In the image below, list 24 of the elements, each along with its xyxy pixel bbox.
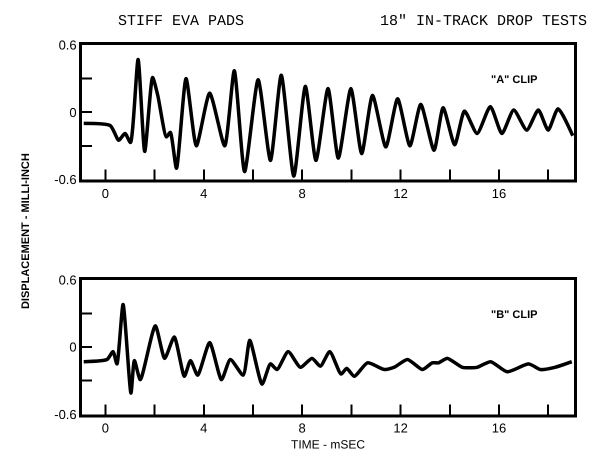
annotation: "B" CLIP [491, 309, 538, 321]
line-series [82, 302, 574, 395]
x-tick-label: 0 [102, 186, 109, 201]
x-tick-label: 16 [492, 420, 506, 436]
x-axis-title: TIME - mSEC [291, 438, 366, 452]
x-tick-label: 16 [492, 186, 506, 201]
y-tick-label: 0.6 [58, 272, 77, 288]
chart-title: STIFF EVA PADS [118, 13, 244, 30]
y-tick-label: 0 [69, 104, 77, 120]
annotation: "A" CLIP [491, 74, 538, 86]
y-tick-label: 0 [69, 340, 77, 355]
x-tick-label: 12 [393, 186, 408, 201]
x-tick-label: 0 [102, 420, 109, 436]
chart-subtitle: 18" IN-TRACK DROP TESTS [380, 13, 588, 30]
x-tick-label: 12 [393, 420, 408, 436]
x-tick-label: 4 [200, 420, 208, 436]
y-axis-title: DISPLACEMENT - MILLI-INCH [20, 153, 32, 310]
y-tick-label: 0.6 [58, 38, 77, 53]
x-tick-label: 4 [200, 186, 208, 201]
y-tick-label: -0.6 [54, 406, 77, 422]
y-tick-label: -0.6 [54, 172, 77, 187]
x-tick-label: 8 [298, 420, 306, 436]
line-series [82, 58, 574, 178]
x-tick-label: 8 [298, 186, 306, 201]
